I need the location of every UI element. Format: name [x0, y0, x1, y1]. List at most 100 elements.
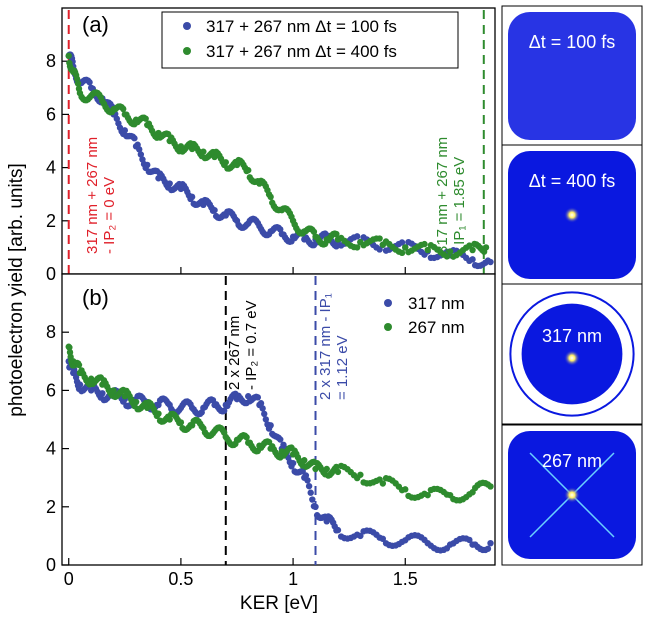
data-point — [334, 526, 342, 534]
data-point — [277, 436, 284, 443]
data-point — [142, 115, 149, 122]
data-point — [261, 410, 268, 418]
y-tick-label: 8 — [46, 322, 56, 342]
legend-marker-green — [183, 47, 191, 55]
series-0 — [65, 51, 494, 270]
y-tick-label: 6 — [46, 380, 56, 400]
y-tick-label: 2 — [46, 211, 56, 231]
data-point — [310, 228, 318, 235]
data-point — [289, 459, 297, 467]
data-point — [376, 235, 383, 242]
series-0 — [65, 358, 494, 554]
data-point — [177, 419, 185, 426]
data-point — [132, 398, 140, 406]
detector-center-spot — [564, 350, 580, 366]
detector-image-label: 267 nm — [542, 451, 602, 471]
data-point — [137, 151, 145, 158]
legend-marker-green — [384, 323, 392, 331]
data-point — [301, 457, 308, 464]
detector-image: 267 nm — [501, 424, 643, 566]
detector-image: Δt = 100 fs — [501, 5, 643, 147]
data-point — [65, 52, 72, 60]
data-point — [75, 361, 83, 369]
detector-image: 317 nm — [501, 283, 643, 425]
detector-blob — [508, 12, 636, 140]
data-point — [66, 344, 73, 351]
data-point — [312, 503, 319, 510]
y-tick-label: 0 — [46, 264, 56, 284]
data-point — [257, 400, 265, 407]
data-point — [353, 244, 361, 251]
data-point — [333, 463, 340, 471]
data-point — [402, 486, 409, 493]
data-point — [487, 539, 494, 547]
data-point — [466, 536, 473, 544]
data-point — [305, 482, 313, 490]
detector-center-spot — [564, 207, 580, 223]
data-point — [446, 248, 454, 255]
y-tick-label: 4 — [46, 158, 56, 178]
data-point — [302, 472, 310, 479]
detector-image-label: 317 nm — [542, 326, 602, 346]
x-tick-label: 0.5 — [168, 569, 193, 589]
data-point — [259, 405, 266, 412]
data-point — [379, 535, 387, 543]
data-point — [323, 465, 330, 473]
data-point — [469, 246, 476, 254]
data-point — [74, 80, 82, 87]
data-point — [484, 545, 492, 552]
data-point — [466, 242, 473, 249]
y-tick-label: 0 — [46, 555, 56, 575]
data-point — [424, 246, 431, 254]
data-point — [188, 193, 196, 201]
data-point — [357, 532, 364, 540]
y-tick-label: 4 — [46, 439, 56, 459]
series-1 — [65, 343, 494, 504]
data-point — [469, 256, 476, 263]
y-tick-label: 6 — [46, 104, 56, 124]
data-point — [376, 246, 383, 253]
data-point — [487, 258, 494, 266]
detector-image-column: Δt = 100 fs Δt = 400 fs 317 nm 267 nm — [501, 5, 643, 566]
detector-image-label: Δt = 100 fs — [529, 32, 616, 52]
data-point — [200, 148, 207, 155]
annotation-ip1: 317 nm + 267 nm - IP₁ = 1.85 eV — [434, 133, 468, 254]
annotation-317-ip1: 2 x 317 nm - IP₁ = 1.12 eV — [317, 289, 351, 400]
data-point — [144, 161, 151, 169]
x-axis-title: KER [eV] — [240, 593, 318, 614]
data-point — [245, 167, 252, 174]
data-point — [309, 496, 316, 503]
data-point — [243, 434, 250, 441]
y-tick-label: 8 — [46, 51, 56, 71]
y-axis-title: photoelectron yield [arb. units] — [6, 163, 27, 417]
legend-entry: 317 + 267 nm Δt = 100 fs — [206, 17, 397, 36]
data-point — [379, 480, 387, 487]
annotation-267-ip2: 2 x 267 nm - IP₂ = 0.7 eV — [226, 300, 260, 390]
data-point — [254, 394, 262, 401]
legend-marker-blue — [384, 299, 392, 307]
panel-a: 0 2 4 6 8 (a) 317 + 267 nm Δt = 100 fs 317 +… — [46, 7, 496, 284]
data-point — [76, 381, 84, 388]
panel-a-plot-area: 0 2 4 6 8 — [46, 10, 494, 284]
data-point — [334, 468, 342, 476]
data-point — [333, 243, 340, 250]
legend-marker-blue — [183, 22, 191, 30]
legend-entry: 267 nm — [408, 318, 465, 337]
data-point — [267, 193, 274, 201]
x-tick-label: 1.5 — [393, 569, 418, 589]
data-point — [222, 159, 229, 166]
x-tick-label: 0 — [64, 569, 74, 589]
data-point — [120, 105, 127, 113]
data-point — [333, 230, 340, 238]
panel-b-plot-area: 0 2 4 6 8 0 0.5 1 1.5 — [46, 276, 494, 589]
panel-b-legend: 317 nm 267 nm — [384, 294, 465, 337]
detector-ring — [509, 291, 635, 417]
data-point — [131, 135, 138, 142]
detector-image: Δt = 400 fs — [501, 144, 643, 286]
data-point — [121, 127, 129, 134]
legend-box — [161, 11, 459, 69]
data-point — [267, 422, 274, 429]
panel-a-legend: 317 + 267 nm Δt = 100 fs 317 + 267 nm Δt… — [161, 11, 459, 69]
data-point — [357, 471, 364, 478]
